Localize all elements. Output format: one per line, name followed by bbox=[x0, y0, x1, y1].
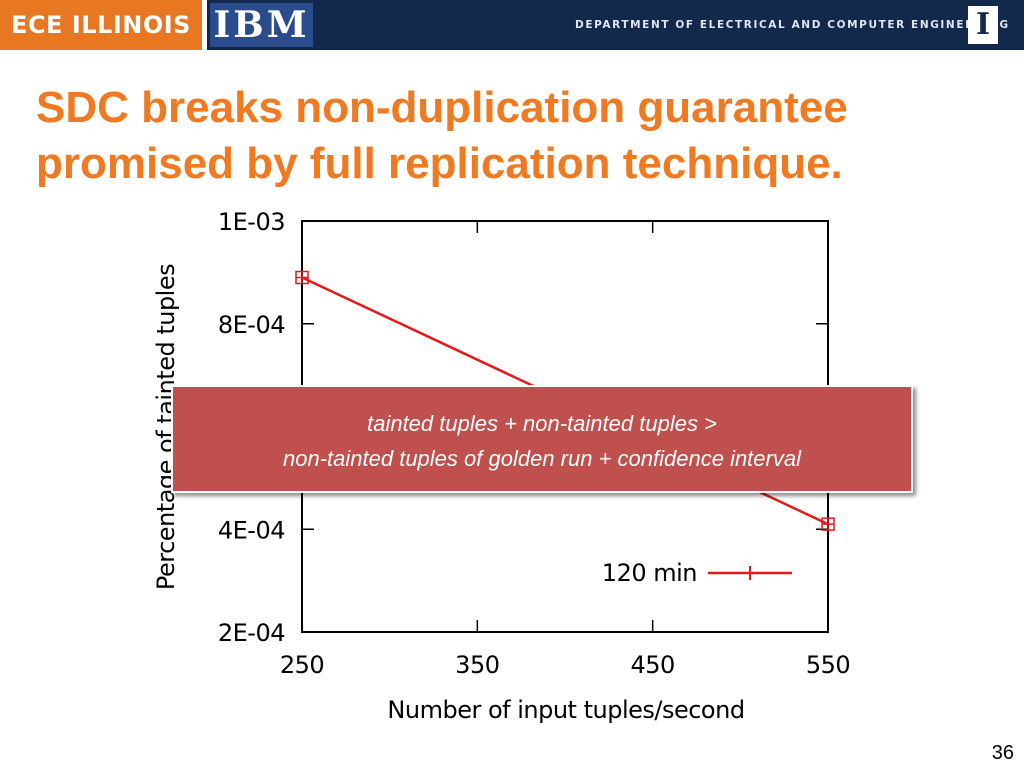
legend-label: 120 min bbox=[602, 559, 697, 587]
data-point-marker bbox=[295, 270, 309, 285]
data-point-marker bbox=[821, 517, 835, 531]
block-i-logo: I bbox=[968, 6, 998, 44]
y-tick-label: 8E-04 bbox=[218, 311, 285, 339]
x-axis-ticks: 250 350 450 550 bbox=[280, 221, 851, 679]
slide-title-line-2: promised by full replication technique. bbox=[36, 139, 843, 188]
callout-line-2: non-tainted tuples of golden run + confi… bbox=[283, 446, 801, 471]
callout-box: tainted tuples + non-tainted tuples > no… bbox=[171, 385, 913, 493]
department-name: DEPARTMENT OF ELECTRICAL AND COMPUTER EN… bbox=[575, 19, 1010, 31]
x-axis-label: Number of input tuples/second bbox=[387, 696, 744, 724]
ibm-logo: IBM bbox=[210, 3, 313, 47]
y-tick-label: 4E-04 bbox=[218, 516, 285, 544]
slide-title: SDC breaks non-duplication guarantee pro… bbox=[36, 80, 1006, 192]
ece-illinois-logo: ECE ILLINOIS bbox=[0, 0, 202, 50]
y-axis-ticks: 2E-04 4E-04 8E-04 1E-03 bbox=[218, 208, 828, 647]
header-bar: ECE ILLINOIS IBM DEPARTMENT OF ELECTRICA… bbox=[0, 0, 1024, 50]
y-tick-label: 2E-04 bbox=[218, 619, 285, 647]
x-tick-label: 350 bbox=[455, 651, 499, 679]
legend: 120 min bbox=[602, 559, 792, 587]
x-tick-label: 250 bbox=[280, 651, 324, 679]
x-tick-label: 550 bbox=[806, 651, 850, 679]
x-tick-label: 450 bbox=[631, 651, 675, 679]
y-tick-label: 1E-03 bbox=[218, 208, 285, 236]
page-number: 36 bbox=[991, 742, 1014, 764]
callout-line-1: tainted tuples + non-tainted tuples > bbox=[367, 411, 717, 436]
header-separator bbox=[202, 0, 207, 50]
slide-title-line-1: SDC breaks non-duplication guarantee bbox=[36, 83, 848, 132]
